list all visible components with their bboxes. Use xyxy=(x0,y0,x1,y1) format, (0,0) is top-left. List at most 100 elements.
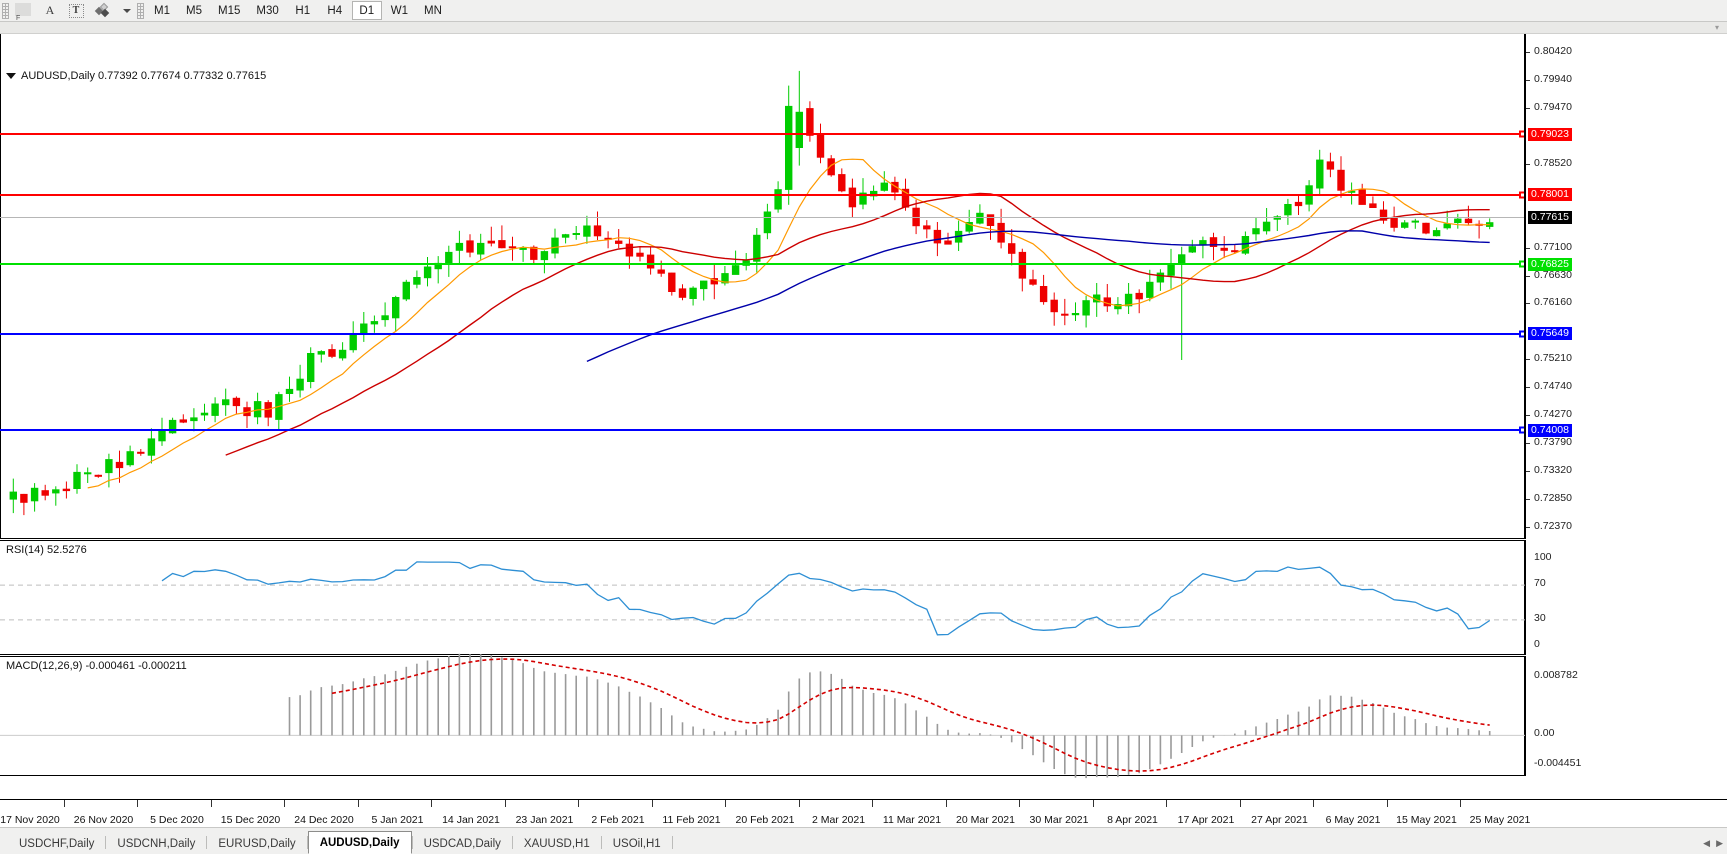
date-label: 15 Dec 2020 xyxy=(220,814,281,826)
scroll-left-icon[interactable]: ◀ xyxy=(1703,838,1711,848)
chart-menu-caret-icon[interactable] xyxy=(6,73,16,79)
timeframe-mn[interactable]: MN xyxy=(424,4,442,17)
chart-tab-usdchf-daily[interactable]: USDCHF,Daily xyxy=(19,837,95,850)
toolbar-drag-handle[interactable] xyxy=(2,2,9,19)
chart-area: AUDUSD,Daily 0.77392 0.77674 0.77332 0.7… xyxy=(0,34,1727,835)
date-label: 27 Apr 2021 xyxy=(1251,814,1308,826)
text-box-t-icon[interactable]: T xyxy=(63,1,89,21)
price-badge-current-price[interactable]: 0.77615 xyxy=(1528,211,1572,224)
tab-divider xyxy=(511,836,513,849)
rsi-title: RSI(14) 52.5276 xyxy=(6,544,87,556)
date-label: 15 May 2021 xyxy=(1396,814,1457,826)
chart-tabs-bar: USDCHF,Daily USDCNH,Daily EURUSD,Daily AUDU… xyxy=(0,827,1727,854)
date-tick xyxy=(504,800,506,807)
chart-window-caption: ▾ xyxy=(0,22,1727,34)
chart-tab-eurusd-daily[interactable]: EURUSD,Daily xyxy=(218,837,296,850)
date-label: 17 Apr 2021 xyxy=(1177,814,1235,826)
crosshair-f-icon[interactable]: F xyxy=(11,1,37,22)
price-scale[interactable]: 0.80420 0.79940 0.79470 0.78520 0.77100 0.766… xyxy=(1525,34,1727,539)
timeframe-w1[interactable]: W1 xyxy=(390,4,408,17)
chart-tab-usoil-h1[interactable]: USOil,H1 xyxy=(612,837,661,850)
tabbar-scroll-controls[interactable]: ◀ ▶ xyxy=(1703,838,1723,849)
chart-tab-usdcnh-daily[interactable]: USDCNH,Daily xyxy=(117,837,196,850)
tab-divider xyxy=(105,836,107,849)
scroll-right-icon[interactable]: ▶ xyxy=(1716,838,1723,848)
macd-pane[interactable]: MACD(12,26,9) -0.000461 -0.000211 xyxy=(0,653,1525,779)
symbol-ohlc-text: AUDUSD,Daily 0.77392 0.77674 0.77332 0.7… xyxy=(21,70,267,82)
date-label: 11 Mar 2021 xyxy=(882,814,942,826)
date-tick xyxy=(1313,800,1314,807)
date-label: 20 Mar 2021 xyxy=(956,814,1015,826)
date-label: 11 Feb 2021 xyxy=(662,814,721,826)
price-badge-resistance-red-lower[interactable]: 0.78001 xyxy=(1528,188,1572,202)
rsi-series xyxy=(0,561,1525,636)
objects-dropdown-caret-icon[interactable] xyxy=(115,1,135,21)
current-price-line xyxy=(0,216,1524,218)
date-label: 20 Feb 2021 xyxy=(735,814,795,826)
date-tick xyxy=(431,800,432,807)
timeframe-d1[interactable]: D1 xyxy=(351,1,382,20)
tab-divider xyxy=(411,836,413,849)
date-label: 26 Nov 2020 xyxy=(73,814,134,826)
date-label: 8 Apr 2021 xyxy=(1107,814,1158,826)
timeframe-m1[interactable]: M1 xyxy=(154,4,170,17)
price-pane[interactable]: AUDUSD,Daily 0.77392 0.77674 0.77332 0.7… xyxy=(0,34,1525,539)
chart-tab-usdcad-daily[interactable]: USDCAD,Daily xyxy=(423,837,501,850)
date-label: 30 Mar 2021 xyxy=(1029,814,1089,826)
text-label-a-icon[interactable]: A xyxy=(45,3,55,17)
date-tick xyxy=(284,800,285,807)
price-badge-resistance-red-upper[interactable]: 0.79023 xyxy=(1528,127,1572,141)
timeframe-m5[interactable]: M5 xyxy=(186,4,202,17)
timeframe-h1[interactable]: H1 xyxy=(295,4,311,17)
date-tick xyxy=(137,800,138,807)
resistance-line-079023[interactable] xyxy=(0,130,1524,138)
date-tick xyxy=(1092,800,1094,807)
macd-scale: 0.008782 0.00 -0.004451 xyxy=(1525,656,1727,776)
date-tick xyxy=(1239,800,1241,807)
timeframe-group-handle[interactable] xyxy=(137,2,144,19)
rsi-pane[interactable]: RSI(14) 52.5276 xyxy=(0,540,1525,655)
timeframe-m30[interactable]: M30 xyxy=(256,4,279,17)
date-tick xyxy=(63,800,65,807)
price-badge-support-blue-lower[interactable]: 0.74008 xyxy=(1528,423,1572,437)
date-label: 2 Mar 2021 xyxy=(811,814,866,826)
rsi-scale: 100 70 30 0 xyxy=(1525,540,1727,655)
resistance-line-078001[interactable] xyxy=(0,191,1524,199)
date-tick xyxy=(1019,800,1020,807)
timeframe-h4[interactable]: H4 xyxy=(327,4,343,17)
support-line-076825[interactable] xyxy=(0,260,1524,268)
date-tick xyxy=(1166,800,1167,807)
chart-tab-audusd-daily[interactable]: AUDUSD,Daily xyxy=(307,831,412,854)
date-label: 5 Dec 2020 xyxy=(150,814,204,826)
window-restore-icon[interactable]: ▾ xyxy=(1714,23,1719,32)
date-tick xyxy=(725,800,726,807)
date-tick xyxy=(872,800,873,807)
price-badge-support-blue-upper[interactable]: 0.75649 xyxy=(1528,327,1572,341)
main-toolbar: F A T M1 M5 M15 M30 H1 H4 D1 W1 MN xyxy=(0,0,1727,22)
price-badge-support-green[interactable]: 0.76825 xyxy=(1528,257,1572,271)
date-label: 25 May 2021 xyxy=(1469,814,1531,826)
timeframe-group: M1 M5 M15 M30 H1 H4 D1 W1 MN xyxy=(146,1,450,20)
date-label: 2 Feb 2021 xyxy=(591,814,645,826)
date-tick xyxy=(945,800,947,807)
objects-diamond-icon[interactable] xyxy=(89,1,115,21)
macd-title: MACD(12,26,9) -0.000461 -0.000211 xyxy=(6,660,187,672)
support-line-074008[interactable] xyxy=(0,426,1524,434)
date-label: 6 May 2021 xyxy=(1325,814,1381,826)
date-tick xyxy=(651,800,653,807)
date-tick xyxy=(578,800,579,807)
date-label: 23 Jan 2021 xyxy=(515,814,574,826)
date-tick xyxy=(1460,800,1461,807)
support-line-075649[interactable] xyxy=(0,330,1524,338)
date-label: 17 Nov 2020 xyxy=(0,814,60,826)
chart-tab-xauusd-h1[interactable]: XAUUSD,H1 xyxy=(523,837,590,850)
date-label: 14 Jan 2021 xyxy=(442,814,500,826)
date-tick xyxy=(357,800,359,807)
date-tick xyxy=(210,800,212,807)
timeframe-m15[interactable]: M15 xyxy=(218,4,241,17)
date-label: 5 Jan 2021 xyxy=(371,814,424,826)
symbol-ohlc-label: AUDUSD,Daily 0.77392 0.77674 0.77332 0.7… xyxy=(6,70,266,82)
date-tick xyxy=(1386,800,1388,807)
tab-divider xyxy=(206,836,208,849)
